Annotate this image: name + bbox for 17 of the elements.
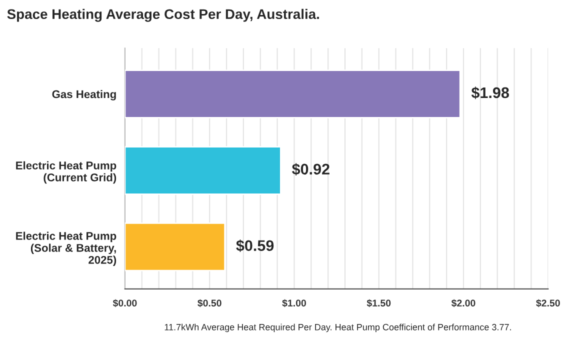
x-tick-label: $1.50 (366, 299, 391, 308)
data-label: $0.92 (292, 163, 330, 176)
x-tick-label: $2.00 (451, 299, 476, 308)
x-tick-label: $0.50 (198, 299, 222, 308)
text: 11.7kWh Average Heat Required Per Day. Heat Pump Coefficient of Performance 3.77. (164, 324, 511, 332)
data-label: $0.59 (236, 240, 274, 252)
x-tick-label: $0.00 (112, 299, 137, 308)
bar (124, 222, 226, 272)
y-tick-label: Gas Heating (52, 90, 116, 100)
bar (124, 70, 461, 118)
y-tick-label: Electric Heat Pump (Solar & Battery, 2025) (16, 232, 116, 266)
x-tick-label: $1.00 (282, 299, 306, 308)
bar (124, 146, 282, 195)
x-tick-label: $2.50 (536, 299, 560, 308)
chart-title: Space Heating Average Cost Per Day, Australia. (7, 8, 319, 22)
data-label: $1.98 (471, 86, 509, 100)
y-tick-label: Electric Heat Pump (Current Grid) (16, 161, 116, 184)
